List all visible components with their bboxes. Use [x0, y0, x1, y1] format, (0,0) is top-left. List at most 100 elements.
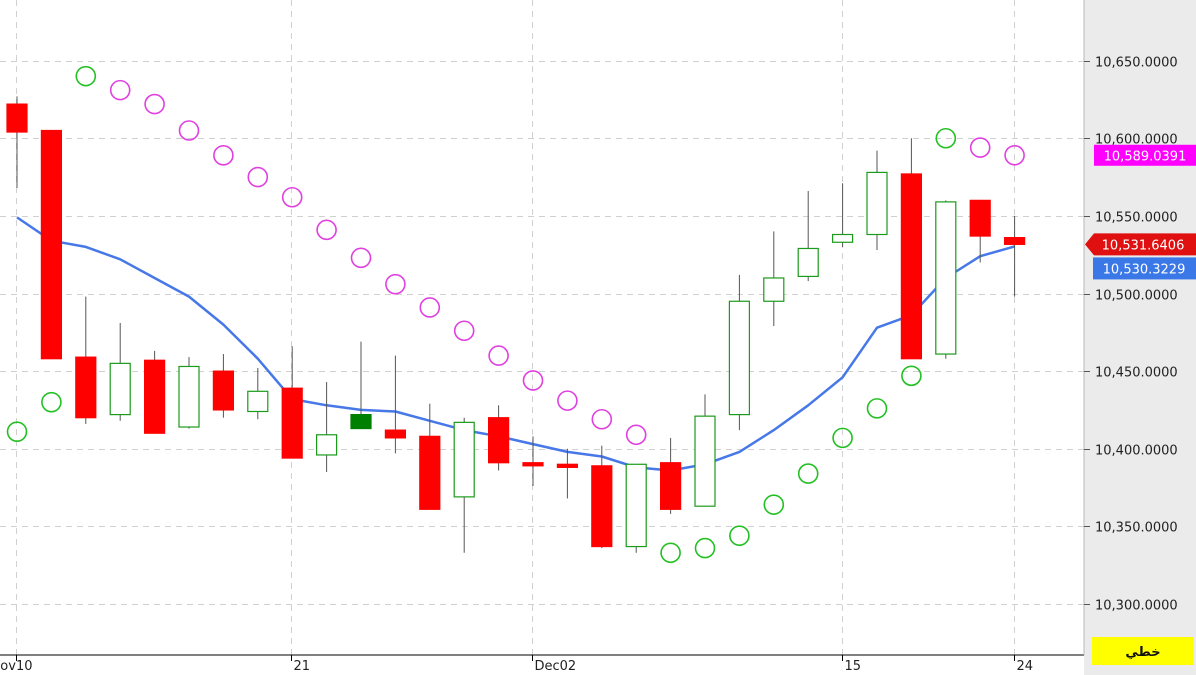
candle-body	[40, 129, 63, 360]
candle-body	[763, 277, 785, 302]
candle-body	[281, 387, 303, 459]
candle	[453, 417, 475, 553]
sar-point	[144, 93, 165, 115]
sar-point	[1004, 144, 1025, 166]
y-tick-label: 10,500.0000	[1095, 289, 1178, 304]
candle-body	[75, 356, 97, 419]
candle	[212, 354, 234, 418]
sar-tag-background	[1094, 144, 1196, 166]
candle	[488, 405, 510, 471]
sar-point	[660, 542, 681, 564]
y-tick-label: 10,650.0000	[1095, 56, 1178, 71]
candle	[419, 403, 441, 510]
candle	[1003, 215, 1026, 297]
candle	[384, 355, 406, 454]
candle	[316, 381, 338, 473]
sar-point	[866, 398, 888, 419]
y-tick-label: 10,400.0000	[1095, 444, 1178, 459]
candle-body	[488, 417, 510, 464]
chart-mode-button[interactable]: خطي	[1092, 637, 1194, 665]
candle-body	[350, 413, 372, 430]
x-axis-ticks: ov10 21 Dec02 15 24	[0, 655, 1033, 674]
y-tick-label: 10,350.0000	[1095, 521, 1178, 536]
candle	[763, 231, 785, 327]
chart-mode-label: خطي	[1125, 645, 1160, 660]
ma-tag-label: 10,530.3229	[1103, 262, 1186, 277]
candle	[694, 394, 716, 507]
moving-average-line	[16, 216, 1015, 472]
close-tag-label: 10,531.6406	[1102, 238, 1185, 253]
y-tick-label: 10,450.0000	[1095, 366, 1178, 381]
candle	[178, 357, 200, 429]
candle-body	[178, 365, 200, 428]
y-axis-ticks: 10,300.0000 10,350.0000 10,400.0000 10,450.…	[1084, 56, 1178, 614]
candle	[831, 183, 854, 247]
candle-body	[522, 462, 544, 467]
candle-body	[797, 247, 819, 278]
candle-body	[109, 362, 131, 416]
parabolic-sar-series	[6, 65, 1025, 564]
price-axis-panel	[1084, 0, 1196, 675]
sar-point	[522, 370, 544, 391]
x-tick-label: ov10	[0, 659, 32, 674]
candle-body	[247, 390, 269, 413]
sar-point	[832, 427, 853, 449]
candle	[247, 368, 269, 420]
candle-body	[728, 300, 751, 416]
candle-body	[144, 359, 166, 434]
x-tick-label: 24	[1017, 659, 1034, 674]
x-tick-label: Dec02	[535, 659, 577, 674]
candle	[969, 199, 991, 263]
candle	[144, 350, 166, 434]
candle-body	[316, 434, 338, 456]
x-tick-label: 15	[845, 659, 862, 674]
sar-tag-label: 10,589.0391	[1104, 149, 1187, 164]
sar-point	[935, 127, 957, 149]
candle-body	[969, 199, 991, 237]
candle-body	[384, 429, 406, 439]
sar-point	[453, 320, 475, 342]
sar-point	[763, 494, 785, 515]
sar-point	[694, 537, 716, 559]
candle-series	[6, 96, 1026, 553]
candle	[659, 437, 682, 514]
candle-body	[625, 463, 647, 548]
sar-point	[557, 390, 578, 411]
candle-body	[212, 370, 234, 411]
candle	[591, 445, 613, 549]
y-tick-label: 10,600.0000	[1095, 133, 1178, 148]
close-last-value-tag: 10,531.6406	[1085, 233, 1196, 256]
close-tag-background	[1085, 233, 1196, 256]
candle	[935, 200, 957, 359]
candle-body	[831, 233, 854, 243]
candle	[522, 436, 544, 487]
candle-body	[6, 103, 28, 133]
candle	[728, 274, 751, 431]
sar-point	[281, 186, 303, 208]
candle	[900, 138, 923, 360]
sar-last-value-tag: 10,589.0391	[1094, 144, 1196, 166]
candle-body	[935, 201, 957, 355]
chart-mode-background	[1092, 637, 1194, 665]
sar-point	[109, 79, 131, 101]
candle-body	[694, 415, 716, 507]
sar-point	[901, 365, 922, 387]
candle	[6, 96, 28, 188]
candle	[109, 322, 131, 421]
candle-body	[453, 421, 475, 498]
candle	[797, 191, 819, 282]
sar-point	[350, 247, 372, 269]
candle	[350, 341, 372, 430]
sar-point	[625, 424, 647, 446]
sar-point	[385, 273, 406, 295]
candle-body	[659, 462, 682, 510]
sar-point	[488, 345, 509, 366]
x-tick-label: 21	[294, 659, 311, 674]
candle-body	[591, 465, 613, 548]
candle-body	[419, 435, 441, 510]
sar-point	[316, 219, 337, 241]
sar-point	[75, 65, 97, 87]
candle	[866, 150, 888, 251]
candle-body	[1003, 237, 1026, 245]
